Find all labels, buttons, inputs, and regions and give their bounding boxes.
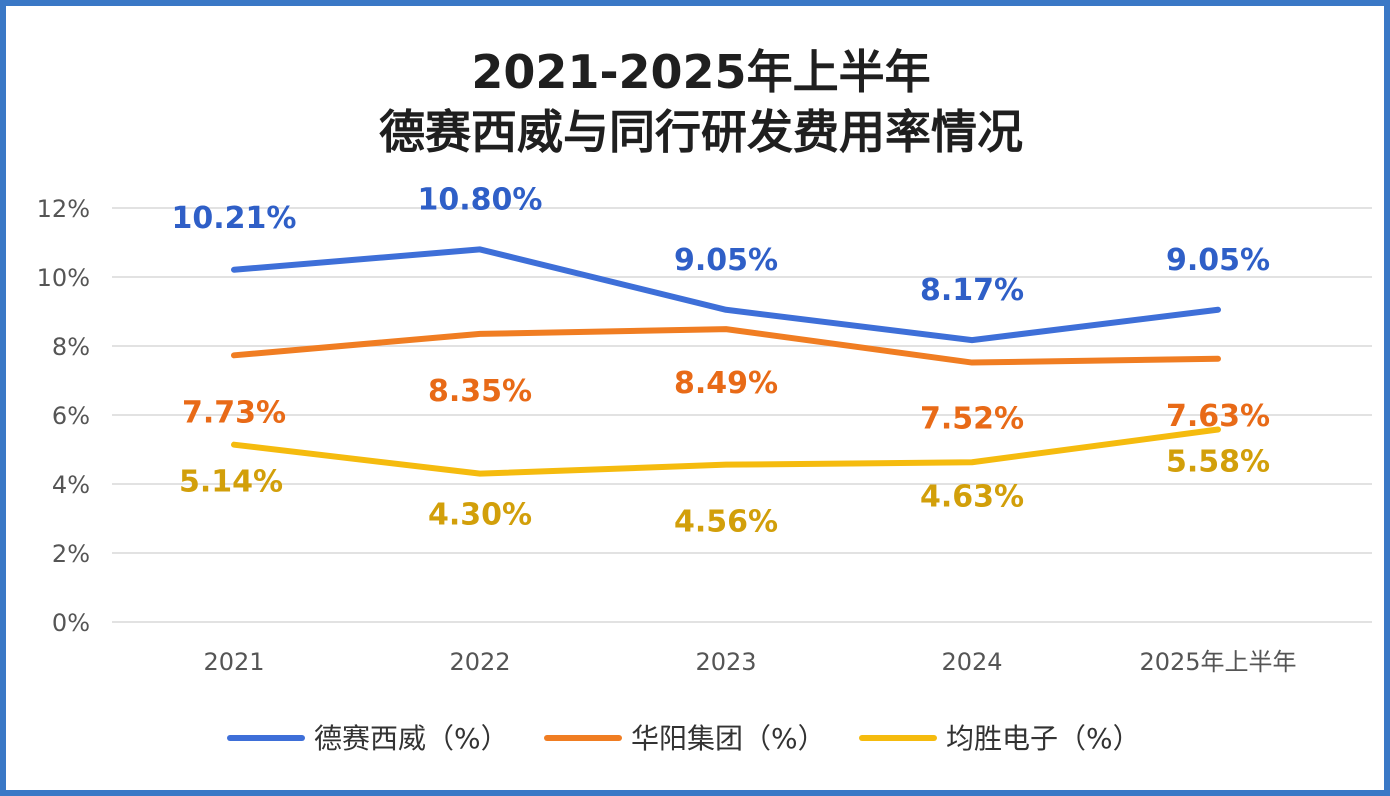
y-tick-label: 4% xyxy=(52,471,90,499)
series-line-2 xyxy=(231,326,1221,366)
data-label: 7.73% xyxy=(182,395,286,430)
legend-label: 华阳集团（%） xyxy=(631,722,826,755)
series-lines xyxy=(231,246,1221,477)
legend-label: 德赛西威（%） xyxy=(314,722,509,755)
x-tick-label: 2024 xyxy=(941,648,1002,676)
data-label: 4.63% xyxy=(920,479,1024,514)
series-line-1 xyxy=(231,246,1221,344)
data-label: 5.58% xyxy=(1166,444,1270,479)
x-tick-label: 2025年上半年 xyxy=(1139,648,1296,676)
y-tick-label: 8% xyxy=(52,333,90,361)
data-label: 9.05% xyxy=(674,243,778,278)
x-tick-label: 2021 xyxy=(203,648,264,676)
x-tick-label: 2023 xyxy=(695,648,756,676)
data-label: 5.14% xyxy=(179,465,283,500)
data-label: 7.52% xyxy=(920,402,1024,437)
grid-lines xyxy=(112,207,1372,623)
chart-title-line-1: 2021-2025年上半年 xyxy=(471,45,931,99)
y-axis-ticks: 0% 2% 4% 6% 8% 10% 12% xyxy=(37,195,90,637)
y-tick-label: 12% xyxy=(37,195,90,223)
legend-label: 均胜电子（%） xyxy=(946,722,1141,755)
data-label: 8.35% xyxy=(428,374,532,409)
x-axis-ticks: 2021 2022 2023 2024 2025年上半年 xyxy=(203,648,1296,676)
data-label: 10.80% xyxy=(418,182,543,217)
data-label: 4.56% xyxy=(674,505,778,540)
data-label: 10.21% xyxy=(172,201,297,236)
data-label: 4.30% xyxy=(428,498,532,533)
data-label: 8.49% xyxy=(674,366,778,401)
y-tick-label: 2% xyxy=(52,540,90,568)
x-tick-label: 2022 xyxy=(449,648,510,676)
data-label: 7.63% xyxy=(1166,399,1270,434)
y-tick-label: 10% xyxy=(37,264,90,292)
y-tick-label: 0% xyxy=(52,609,90,637)
legend: 德赛西威（%） 华阳集团（%） 均胜电子（%） xyxy=(227,722,1141,755)
data-label: 8.17% xyxy=(920,273,1024,308)
chart-title-line-2: 德赛西威与同行研发费用率情况 xyxy=(379,105,1023,159)
series-line-3 xyxy=(231,426,1221,477)
data-labels: 10.21% 10.80% 9.05% 8.17% 9.05% 7.73% 8.35% 8.4… xyxy=(172,182,1271,539)
y-tick-label: 6% xyxy=(52,402,90,430)
data-label: 9.05% xyxy=(1166,243,1270,278)
